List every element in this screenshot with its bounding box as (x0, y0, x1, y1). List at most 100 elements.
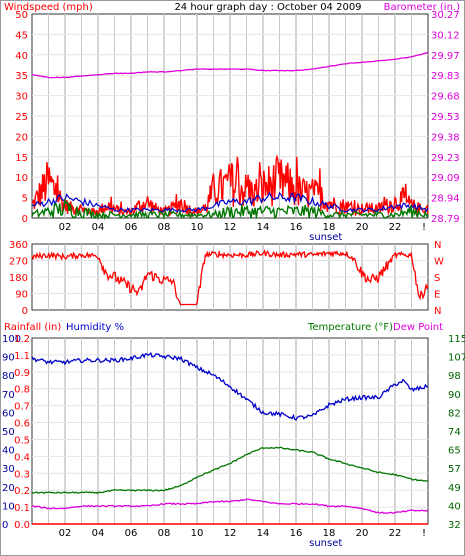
hour-tick-label: 08 (158, 222, 171, 233)
windspeed-tick-label: 15 (15, 153, 28, 164)
barometer-tick-label: 30.27 (431, 10, 460, 21)
windspeed-tick-label: 20 (15, 132, 28, 143)
humidity-tick-label: 50 (2, 427, 15, 438)
humidity-tick-label: 10 (2, 501, 15, 512)
direction-tick-label: 0 (22, 306, 28, 317)
barometer-tick-label: 28.94 (431, 194, 460, 205)
hour-tick-label: 22 (389, 528, 402, 539)
graph-title: 24 hour graph day : October 04 2009 (174, 2, 361, 13)
compass-tick-label: E (434, 290, 440, 301)
hour-tick-label: 10 (191, 222, 204, 233)
humidity-tick-label: 0 (2, 520, 8, 531)
compass-tick-label: N (434, 306, 441, 317)
windspeed-tick-label: 25 (15, 112, 28, 123)
wind-gust-series-line (31, 154, 429, 218)
barometer-tick-label: 29.68 (431, 92, 460, 103)
temperature-humidity-panel: 0 10 20 30 40 50 60 70 80 90 100 0.0 0.1 0.2 0.3 0.4 0.5… (2, 334, 465, 549)
dewpoint-series-line (31, 498, 429, 515)
hour-tick-label: 06 (125, 222, 138, 233)
humidity-tick-label: 40 (2, 446, 15, 457)
rainfall-tick-label: 0.2 (14, 486, 30, 497)
rainfall-tick-label: 0.9 (14, 368, 30, 379)
humidity-tick-label: 80 (2, 371, 15, 382)
windspeed-tick-label: 0 (22, 214, 28, 225)
barometer-tick-label: 30.12 (431, 30, 460, 41)
hour-tick-label: 04 (92, 528, 105, 539)
hour-tick-label: 16 (290, 222, 303, 233)
compass-tick-label: N (434, 240, 441, 251)
humidity-tick-label: 20 (2, 483, 15, 494)
temperature-tick-label: 115 (448, 334, 465, 345)
rainfall-tick-label: 0.0 (14, 520, 30, 531)
compass-tick-label: W (434, 257, 444, 268)
wind-average-series-line (31, 197, 429, 221)
hour-tick-label: 18 (323, 222, 336, 233)
temperature-axis-label: Temperature (°F) (307, 322, 393, 333)
temperature-tick-label: 49 (448, 483, 461, 494)
humidity-tick-label: 90 (2, 353, 15, 364)
rainfall-tick-label: 1.2 (14, 334, 30, 345)
sunset-label: sunset (309, 232, 342, 243)
hour-tick-label: 02 (59, 222, 72, 233)
temperature-tick-label: 65 (448, 446, 461, 457)
barometer-tick-label: 29.23 (431, 153, 460, 164)
compass-tick-label: S (434, 273, 440, 284)
barometer-tick-label: 29.38 (431, 132, 460, 143)
hour-tick-label: 06 (125, 528, 138, 539)
windspeed-tick-label: 10 (15, 173, 28, 184)
temperature-tick-label: 57 (448, 464, 461, 475)
humidity-tick-label: 60 (2, 408, 15, 419)
barometer-tick-label: 28.79 (431, 214, 460, 225)
hour-tick-label: 02 (59, 528, 72, 539)
wind-direction-series-line (31, 248, 429, 306)
barometer-tick-label: 29.53 (431, 112, 460, 123)
direction-tick-label: 360 (9, 240, 28, 251)
hour-tick-label: 12 (224, 222, 237, 233)
humidity-tick-label: 70 (2, 390, 15, 401)
barometer-tick-label: 29.09 (431, 173, 460, 184)
hour-tick-label: 14 (257, 528, 270, 539)
temperature-series-line (31, 446, 429, 495)
temperature-tick-label: 98 (448, 371, 461, 382)
temperature-tick-label: 74 (448, 427, 461, 438)
rainfall-tick-label: 0.7 (14, 402, 30, 413)
rainfall-tick-label: 0.4 (14, 452, 30, 463)
hour-tick-label: 16 (290, 528, 303, 539)
barometer-series-line (31, 51, 429, 79)
rainfall-tick-label: 0.8 (14, 385, 30, 396)
hour-tick-label: ! (422, 528, 426, 539)
direction-tick-label: 90 (15, 290, 28, 301)
hour-tick-label: 18 (323, 528, 336, 539)
humidity-tick-label: 100 (2, 334, 21, 345)
rainfall-tick-label: 0.1 (14, 503, 30, 514)
hour-tick-label: 10 (191, 528, 204, 539)
direction-tick-label: 270 (9, 257, 28, 268)
hour-tick-label: ! (422, 222, 426, 233)
direction-tick-label: 180 (9, 273, 28, 284)
rainfall-tick-label: 0.5 (14, 435, 30, 446)
rainfall-tick-label: 1.1 (14, 351, 30, 362)
hour-tick-label: 14 (257, 222, 270, 233)
hour-tick-label: 12 (224, 528, 237, 539)
temperature-tick-label: 107 (448, 353, 465, 364)
hour-tick-label: 20 (356, 222, 369, 233)
windspeed-tick-label: 30 (15, 92, 28, 103)
windspeed-axis-label: Windspeed (mph) (4, 2, 93, 13)
rainfall-axis-label: Rainfall (in) (4, 322, 61, 333)
humidity-tick-label: 30 (2, 464, 15, 475)
sunset-label: sunset (309, 538, 342, 549)
temperature-tick-label: 32 (448, 520, 461, 531)
dewpoint-axis-label: Dew Point (393, 322, 443, 333)
windspeed-tick-label: 40 (15, 51, 28, 62)
windspeed-tick-label: 50 (15, 10, 28, 21)
temperature-tick-label: 40 (448, 501, 461, 512)
hour-tick-label: 20 (356, 528, 369, 539)
rainfall-tick-label: 0.3 (14, 469, 30, 480)
hour-tick-label: 08 (158, 528, 171, 539)
wind-speed-series-line (31, 191, 429, 214)
windspeed-tick-label: 35 (15, 71, 28, 82)
barometer-tick-label: 29.83 (431, 71, 460, 82)
